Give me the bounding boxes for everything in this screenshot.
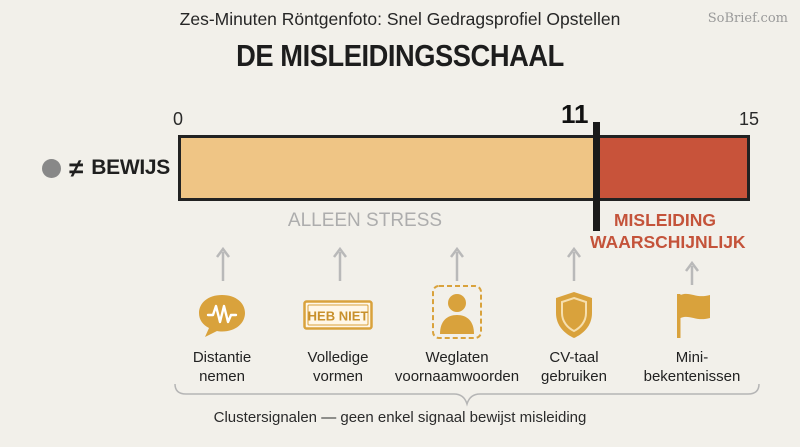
grouping-brace (174, 383, 760, 407)
proof-text: BEWIJS (91, 156, 170, 179)
signal-label-line2: nemen (199, 368, 245, 385)
scale-max-label: 15 (739, 109, 760, 129)
footer-caption: Clustersignalen — geen enkel signaal bew… (213, 409, 587, 426)
signal-label-line1: Distantie (192, 349, 252, 366)
signal-label-voornaamwoorden: Weglaten voornaamwoorden (387, 348, 527, 386)
heb-niet-sign-icon: HEB NIET (303, 285, 373, 345)
signal-label-line1: CV-taal (549, 349, 599, 366)
deception-zone-label: MISLEIDING WAARSCHIJNLIJK (590, 209, 746, 253)
signal-label-line2: voornaamwoorden (394, 368, 520, 385)
brand-watermark: SoBrief.com (707, 11, 788, 26)
deception-scale-bar (178, 135, 750, 201)
arrow-up-icon (450, 246, 464, 281)
signal-label-line1: Mini- (675, 349, 709, 366)
flag-icon (657, 285, 727, 345)
signal-label-cv-taal: CV-taal gebruiken (504, 348, 644, 386)
threshold-marker (593, 122, 601, 231)
page-title: DE MISLEIDINGSSCHAAL (236, 38, 564, 73)
signal-label-line1: Weglaten (425, 349, 489, 366)
arrow-up-icon (567, 246, 581, 281)
signal-label-line2: bekentenissen (643, 368, 741, 385)
stress-zone-label: ALLEEN STRESS (287, 210, 443, 231)
signal-label-line1: Volledige (307, 349, 369, 366)
arrow-up-icon (685, 260, 699, 285)
speech-bubble-icon (187, 285, 257, 345)
gray-dot-icon (42, 158, 61, 178)
deception-zone-label-line2: WAARSCHIJNLIJK (590, 232, 746, 252)
person-silhouette-icon (422, 282, 492, 342)
heb-niet-badge-text: HEB NIET (308, 309, 369, 324)
subtitle: Zes-Minuten Röntgenfoto: Snel Gedragspro… (179, 9, 621, 29)
scale-min-label: 0 (173, 109, 184, 129)
deception-zone-label-line1: MISLEIDING (613, 210, 717, 230)
not-equal-symbol: ≠ (69, 153, 84, 183)
shield-icon (539, 285, 609, 345)
arrow-up-icon (216, 246, 230, 281)
arrow-up-icon (333, 246, 347, 281)
signal-label-vormen: Volledige vormen (268, 348, 408, 386)
not-proof-label: ≠ BEWIJS (42, 154, 170, 182)
signal-label-line2: vormen (312, 368, 364, 385)
signal-label-bekentenissen: Mini- bekentenissen (622, 348, 762, 386)
deception-zone-fill (596, 138, 747, 198)
signal-label-distantie: Distantie nemen (152, 348, 292, 386)
scale-threshold-label: 11 (561, 99, 589, 129)
signal-label-line2: gebruiken (541, 368, 607, 385)
